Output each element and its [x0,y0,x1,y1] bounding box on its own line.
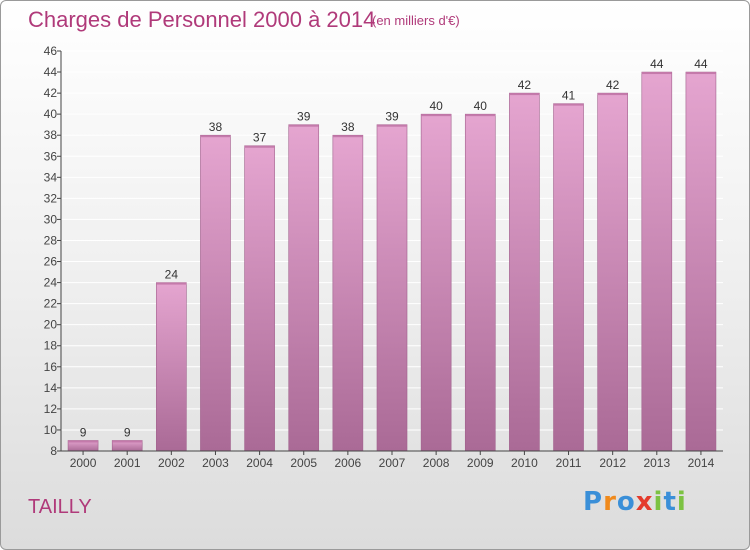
data-label: 9 [80,425,87,439]
y-tick-label: 12 [44,402,58,416]
axes: 8 10 12 14 16 18 20 22 24 26 28 30 32 34 36 38 40 42 44 46 2… [44,44,723,470]
bar-top-edge [156,282,187,285]
data-label: 44 [694,57,708,71]
bar-top-edge [465,114,496,117]
bar [156,282,187,452]
bar [553,103,584,452]
y-tick-label: 46 [44,44,58,58]
x-tick-label: 2004 [246,456,273,470]
logo-letter: i [676,487,687,517]
data-label: 37 [253,131,267,145]
y-tick-label: 40 [44,107,58,121]
bar-top-edge [376,124,408,127]
data-label: 38 [341,120,355,134]
logo-letter: r [603,487,617,517]
x-tick-label: 2011 [556,456,582,470]
bar-top-edge [509,93,540,96]
y-tick-label: 16 [44,360,58,374]
x-tick-label: 2006 [335,456,362,470]
data-label: 39 [297,110,311,124]
x-tick-label: 2001 [114,456,141,470]
data-label: 42 [606,78,620,92]
y-tick-label: 20 [44,318,58,332]
y-tick-label: 44 [44,65,58,79]
bar-top-edge [553,103,584,106]
y-tick-label: 8 [50,444,57,458]
data-label: 24 [165,268,179,282]
x-tick-label: 2012 [599,456,626,470]
bar-top-edge [68,440,99,443]
bar-top-edge [641,72,672,75]
bar-top-edge [288,124,319,127]
bar [288,124,320,452]
proxiti-logo[interactable]: Proxiti [583,487,687,517]
data-label: 41 [562,89,576,103]
x-tick-label: 2010 [511,456,538,470]
bar [200,134,231,452]
y-tick-label: 24 [44,276,58,290]
y-tick-label: 42 [44,86,58,100]
bar-top-edge [597,93,628,96]
chart-subtitle: (en milliers d'€) [372,13,460,28]
y-tick-label: 30 [44,212,58,226]
x-tick-label: 2005 [290,456,317,470]
logo-letter: i [653,487,664,517]
x-tick-label: 2007 [379,456,406,470]
logo-letter: t [663,487,677,517]
bar-top-edge [112,440,143,443]
bar [376,124,408,452]
chart-title: Charges de Personnel 2000 à 2014 [28,7,376,32]
bar [685,71,717,452]
x-tick-label: 2008 [423,456,450,470]
data-label: 44 [650,57,664,71]
y-tick-label: 26 [44,255,58,269]
data-label: 40 [429,99,443,113]
data-label: 39 [385,110,399,124]
y-tick-label: 36 [44,149,58,163]
x-tick-label: 2002 [158,456,185,470]
logo-letter: x [635,487,654,517]
bars [67,71,717,452]
bar [509,92,540,452]
data-labels: 9 9 24 38 37 39 38 39 40 40 42 41 42 44 44 [80,57,708,439]
bar-top-edge [421,114,452,117]
y-tick-label: 10 [44,423,58,437]
bar [641,71,673,452]
bar [244,145,275,452]
bar [420,113,452,452]
bar-top-edge [685,72,716,75]
y-tick-label: 28 [44,233,58,247]
bar [464,113,496,452]
data-label: 38 [209,120,223,134]
x-tick-label: 2014 [688,456,715,470]
y-tick-label: 38 [44,128,58,142]
logo-letter: o [616,487,636,517]
data-label: 42 [518,78,532,92]
bar-top-edge [244,145,275,148]
y-tick-label: 34 [44,170,58,184]
bar [332,134,364,452]
data-label: 9 [124,425,131,439]
data-label: 40 [474,99,488,113]
bar [597,92,628,452]
logo-letter: P [583,487,604,517]
y-tick-label: 22 [44,297,58,311]
bar-top-edge [332,135,363,138]
x-tick-label: 2000 [70,456,97,470]
x-tick-label: 2009 [467,456,494,470]
bar-top-edge [200,135,231,138]
y-tick-label: 14 [44,381,58,395]
town-name: TAILLY [28,496,92,518]
x-tick-label: 2003 [202,456,229,470]
y-tick-label: 32 [44,191,58,205]
y-tick-label: 18 [44,339,58,353]
x-tick-label: 2013 [643,456,670,470]
